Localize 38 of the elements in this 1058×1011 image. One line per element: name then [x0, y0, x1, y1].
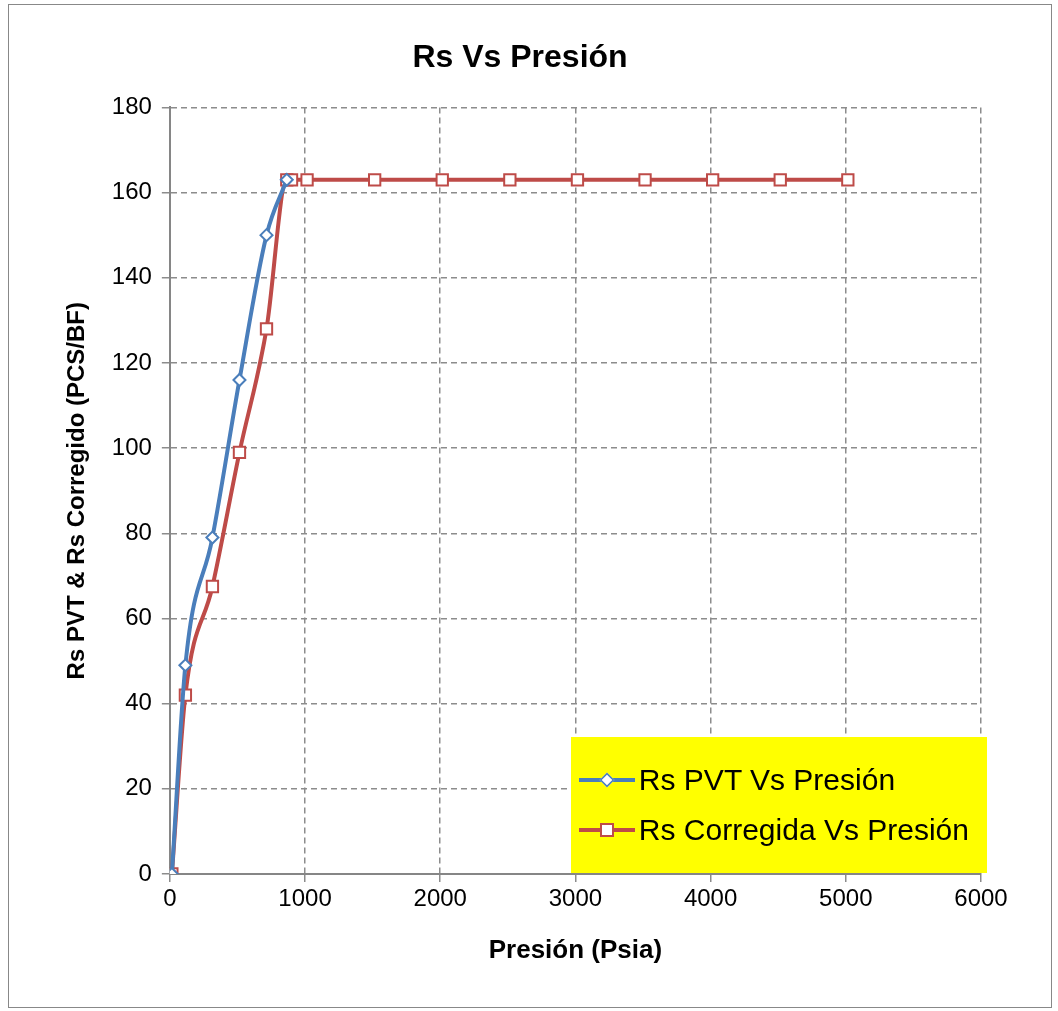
- y-tick-label: 180: [111, 92, 152, 120]
- x-tick-label: 4000: [683, 884, 738, 912]
- y-tick-label: 0: [138, 858, 152, 886]
- point: [300, 173, 314, 187]
- y-tick-label: 120: [111, 347, 152, 375]
- y-tick-label: 160: [111, 177, 152, 205]
- point: [232, 445, 247, 460]
- legend-label: Rs PVT Vs Presión: [638, 763, 896, 797]
- y-tick-label: 80: [125, 517, 152, 545]
- point: [259, 228, 274, 243]
- point: [841, 173, 855, 187]
- point: [638, 173, 652, 187]
- x-tick-label: 5000: [819, 884, 873, 912]
- point: [705, 173, 720, 187]
- point: [503, 173, 517, 187]
- x-tick-label: 3000: [548, 884, 603, 912]
- y-tick-label: 40: [125, 688, 152, 716]
- point: [368, 173, 382, 187]
- point: [205, 579, 220, 594]
- point: [773, 173, 787, 187]
- point: [570, 173, 585, 187]
- point: [205, 530, 220, 545]
- y-tick-label: 140: [111, 262, 152, 290]
- x-tick-label: 0: [163, 884, 177, 912]
- y-axis-title: Rs PVT & Rs Corregido (PCS/BF): [62, 302, 90, 680]
- y-tick-label: 100: [111, 432, 152, 460]
- x-tick-label: 2000: [413, 884, 467, 912]
- x-tick-label: 6000: [954, 884, 1008, 912]
- x-tick-label: 1000: [278, 884, 332, 912]
- legend-label: Rs Corregida Vs Presión: [638, 813, 969, 847]
- point: [178, 658, 193, 673]
- chart-title: Rs Vs Presión: [412, 38, 628, 75]
- y-tick-label: 20: [125, 773, 152, 801]
- y-tick-label: 60: [125, 603, 152, 631]
- point: [435, 173, 449, 187]
- point: [259, 322, 274, 336]
- x-axis-title: Presión (Psia): [488, 933, 663, 964]
- point: [232, 372, 247, 387]
